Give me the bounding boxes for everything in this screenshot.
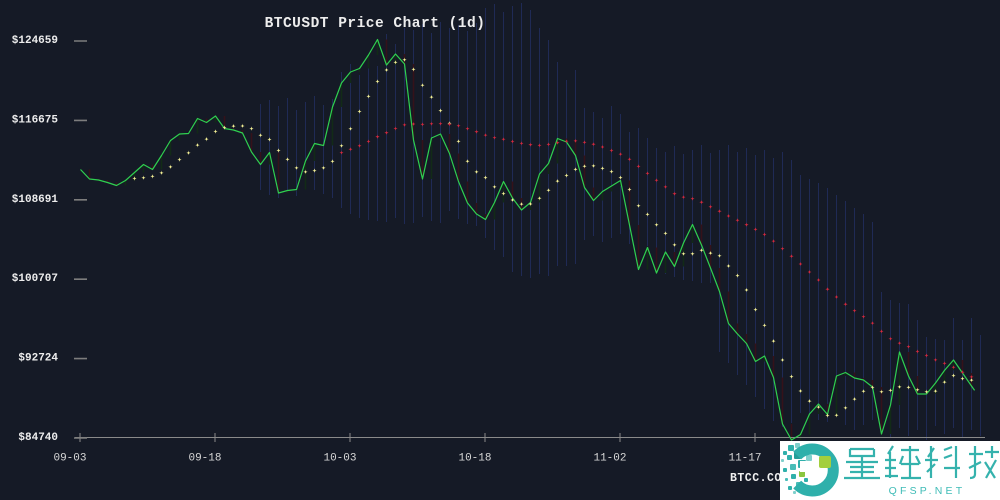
svg-text:BTCUSDT Price Chart (1d): BTCUSDT Price Chart (1d) <box>265 16 486 32</box>
svg-text:BTCC.COM: BTCC.COM <box>730 472 789 485</box>
svg-text:QFSP.NET: QFSP.NET <box>889 485 966 497</box>
svg-text:$116675: $116675 <box>12 114 59 126</box>
svg-text:$84740: $84740 <box>18 432 58 444</box>
svg-text:10-03: 10-03 <box>323 453 356 465</box>
svg-text:$108691: $108691 <box>12 194 59 206</box>
svg-text:$124659: $124659 <box>12 35 58 47</box>
svg-text:11-02: 11-02 <box>593 453 626 465</box>
svg-text:09-03: 09-03 <box>53 453 86 465</box>
svg-text:09-18: 09-18 <box>188 453 221 465</box>
svg-text:$92724: $92724 <box>18 353 58 365</box>
svg-text:10-18: 10-18 <box>458 453 491 465</box>
svg-text:11-17: 11-17 <box>728 453 761 465</box>
svg-text:$100707: $100707 <box>12 273 58 285</box>
